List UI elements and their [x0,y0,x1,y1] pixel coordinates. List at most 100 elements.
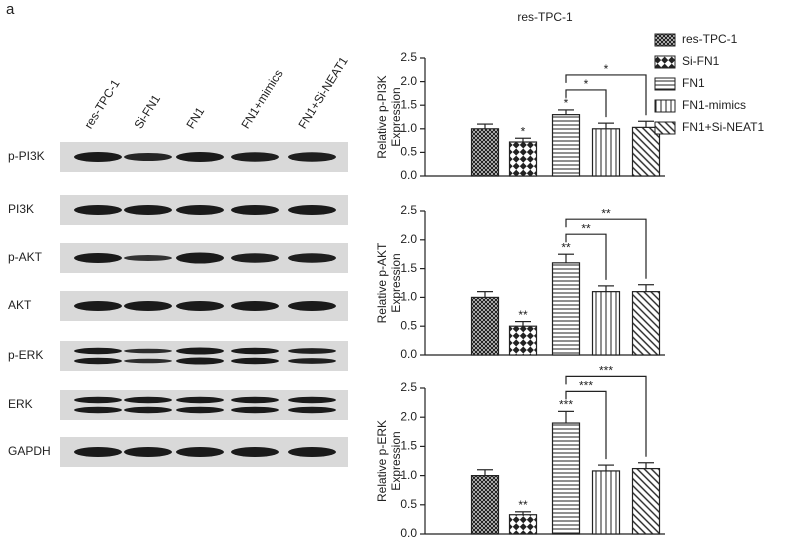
significance: ** [518,308,528,322]
y-tick-label: 1.0 [400,121,417,135]
bracket [565,74,647,116]
bracket-label: ** [581,221,591,235]
bracket [565,375,647,457]
blot-band [176,152,224,162]
blot-band [124,447,172,457]
y-tick-label: 0.5 [400,318,417,332]
blot-band [176,406,224,414]
y-axis-label: Expression [389,431,403,490]
y-tick-label: 2.0 [400,409,417,423]
y-tick-label: 0.0 [400,168,417,182]
bracket [565,89,607,118]
blot-band [74,301,122,311]
blot-band [124,396,172,404]
blot-band [288,348,336,354]
bar [631,467,661,535]
blot-band [288,152,336,162]
y-tick-label: 2.5 [400,203,417,217]
blot-band [176,347,224,355]
bar [508,325,538,356]
bar [470,296,500,356]
blot-band [176,301,224,311]
bar [508,514,538,535]
legend-label: FN1-mimics [682,98,746,112]
blot-band [74,253,122,263]
y-tick-label: 0.5 [400,497,417,511]
y-tick-label: 1.5 [400,97,417,111]
blot-band [74,406,122,414]
bar [591,291,621,356]
blot-band [231,406,279,414]
blot-band [124,153,172,161]
blot-band [176,252,224,264]
significance: ** [561,240,571,254]
bracket-label: * [604,62,609,76]
legend-swatch [654,121,676,135]
blot-band [74,396,122,404]
blot-band [231,447,279,457]
significance: * [564,96,569,110]
y-axis-label: Relative p-PI3K [375,75,389,158]
blot-band [288,301,336,311]
panel-label: a [6,1,15,18]
bar [631,291,661,356]
y-axis-label: Relative p-AKT [375,242,389,323]
legend-swatch [654,99,676,113]
blot-band [124,205,172,215]
row-label: PI3K [8,202,34,216]
blot-band [288,406,336,414]
lane-label: FN1+mimics [238,67,285,131]
blot-band [231,357,279,365]
blot-band [231,152,279,162]
blot-band [124,255,172,261]
lane-label: res-TPC-1 [81,77,122,132]
y-tick-label: 2.5 [400,50,417,64]
y-axis-label: Relative p-ERK [375,420,389,502]
blot-band [288,447,336,457]
legend-swatch [654,77,676,91]
y-tick-label: 1.5 [400,439,417,453]
blot-band [288,253,336,263]
bracket [565,218,647,279]
bar [551,422,581,535]
y-axis-label: Expression [389,253,403,312]
y-tick-label: 0.0 [400,526,417,540]
blot-band [176,447,224,457]
y-tick-label: 2.0 [400,232,417,246]
blot-box [60,341,348,371]
blot-band [124,406,172,414]
y-tick-label: 2.5 [400,380,417,394]
blot-band [74,357,122,365]
y-axis-label: Expression [389,87,403,146]
bracket-label: *** [579,379,593,393]
blot-band [231,205,279,215]
bar [551,262,581,356]
blot-band [288,396,336,404]
blot-band [176,396,224,404]
blot-band [74,152,122,162]
blot-band [74,205,122,215]
lane-label: FN1 [183,104,207,131]
y-tick-label: 2.0 [400,74,417,88]
blot-band [231,301,279,311]
blot-band [74,447,122,457]
chart-title: res-TPC-1 [517,10,573,24]
bracket [565,390,607,460]
row-label: GAPDH [8,444,51,458]
row-label: ERK [8,397,33,411]
legend-label: Si-FN1 [682,54,720,68]
blot-band [176,357,224,365]
y-tick-label: 0.5 [400,145,417,159]
legend-swatch [654,55,676,69]
bar [470,128,500,177]
blot-box [60,390,348,420]
y-tick-label: 1.0 [400,468,417,482]
bar [591,470,621,535]
blot-band [288,358,336,364]
blot-band [231,347,279,355]
legend-swatch [654,33,676,47]
bracket-label: * [584,77,589,91]
row-label: p-ERK [8,348,43,362]
legend-label: FN1 [682,76,705,90]
bracket [565,233,607,280]
